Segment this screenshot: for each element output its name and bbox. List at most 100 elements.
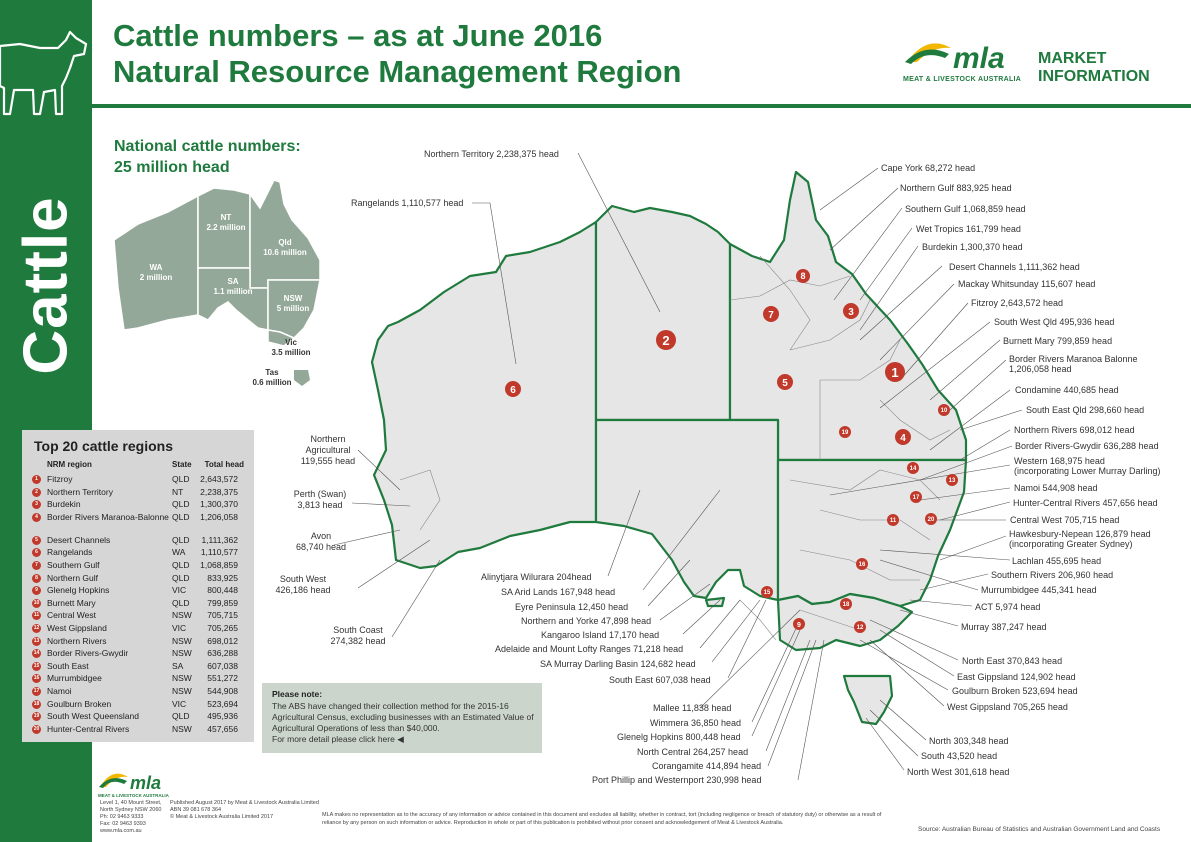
- top20-header-total: Total head: [204, 460, 244, 469]
- region-name: South East: [47, 660, 89, 671]
- marker-18[interactable]: [840, 598, 852, 610]
- label-tas-north-west: North West 301,618 head: [907, 767, 1009, 777]
- region-name: Namoi: [47, 686, 72, 696]
- label-adelaide-mount-lofty: Adelaide and Mount Lofty Ranges 71,218 h…: [495, 644, 683, 654]
- label-tas-north: North 303,348 head: [929, 736, 1009, 746]
- label-west-gippsland: West Gippsland 705,265 head: [947, 702, 1068, 712]
- inset-label-nsw: NSW 5 million: [276, 294, 310, 313]
- region-name: Northern Rivers: [47, 635, 107, 646]
- marker-19[interactable]: [839, 426, 851, 438]
- inset-label-vic: Vic 3.5 million: [271, 338, 311, 357]
- region-state: NSW: [172, 648, 192, 659]
- region-total: 705,715: [207, 610, 238, 621]
- label-sa-murray-darling: SA Murray Darling Basin 124,682 head: [540, 659, 696, 669]
- rank-badge: 2: [32, 487, 41, 497]
- note-link[interactable]: For more detail please click here ◀: [272, 734, 404, 744]
- rank-badge: 9: [32, 586, 41, 596]
- marker-9[interactable]: [793, 618, 805, 630]
- marker-1[interactable]: [885, 362, 905, 382]
- label-wimmera: Wimmera 36,850 head: [650, 718, 741, 728]
- table-row: 19 South West Queensland QLD 495,936: [32, 711, 248, 723]
- marker-20[interactable]: [925, 513, 937, 525]
- marker-17[interactable]: [910, 491, 922, 503]
- marker-4[interactable]: [895, 429, 911, 445]
- table-row: 13 Northern Rivers NSW 698,012: [32, 636, 248, 648]
- label-south-west-value: 426,186 head: [275, 585, 330, 595]
- label-hunter-central-rivers: Hunter-Central Rivers 457,656 head: [1013, 498, 1158, 508]
- rank-badge: 20: [32, 724, 41, 734]
- marker-3-label: 3: [848, 307, 854, 318]
- top20-header-region: NRM region: [47, 460, 92, 469]
- marker-15-label: 15: [764, 590, 771, 596]
- footer-logo-mark: mla: [99, 773, 161, 793]
- table-row: 9 Glenelg Hopkins VIC 800,448: [32, 585, 248, 597]
- region-total: 1,110,577: [200, 547, 238, 558]
- table-row: 4 Border Rivers Maranoa-Balonne QLD 1,206,0…: [32, 512, 248, 524]
- region-name: Rangelands: [47, 547, 93, 558]
- label-western: Western 168,975 head: [1014, 456, 1105, 466]
- region-name: Desert Channels: [47, 534, 111, 545]
- region-state: VIC: [172, 585, 187, 596]
- marker-13[interactable]: [946, 474, 958, 486]
- marker-14[interactable]: [907, 462, 919, 474]
- market-line-1: MARKET: [1038, 50, 1107, 67]
- region-name: Burdekin: [47, 499, 81, 510]
- label-northern-agricultural: Northern: [310, 434, 345, 444]
- label-north-east: North East 370,843 head: [962, 656, 1062, 666]
- marker-12[interactable]: [854, 621, 866, 633]
- marker-6[interactable]: [505, 381, 521, 397]
- region-total: 607,038: [207, 660, 238, 671]
- marker-20-label: 20: [928, 517, 935, 523]
- region-state: NSW: [172, 635, 192, 646]
- region-state: QLD: [172, 511, 190, 522]
- label-murrumbidgee: Murrumbidgee 445,341 head: [981, 585, 1097, 595]
- label-mallee: Mallee 11,838 head: [653, 703, 731, 713]
- marker-7[interactable]: [763, 306, 779, 322]
- table-row: 6 Rangelands WA 1,110,577: [32, 547, 248, 559]
- region-name: Murrumbidgee: [47, 673, 102, 684]
- region-name: West Gippsland: [47, 623, 107, 633]
- table-row: 16 Murrumbidgee NSW 551,272: [32, 673, 248, 685]
- marker-16[interactable]: [856, 558, 868, 570]
- label-sa-south-east: South East 607,038 head: [609, 675, 711, 685]
- label-south-coast-value: 274,382 head: [330, 636, 385, 646]
- region-total: 705,265: [207, 623, 238, 633]
- marker-8[interactable]: [796, 269, 810, 283]
- mla-logo-mark: mla: [905, 42, 1005, 75]
- marker-1-label: 1: [891, 365, 898, 380]
- table-row: 15 South East SA 607,038: [32, 661, 248, 673]
- marker-2[interactable]: [656, 330, 676, 350]
- label-northern-agricultural-value: 119,555 head: [301, 456, 355, 466]
- marker-11[interactable]: [887, 514, 899, 526]
- region-state: WA: [172, 547, 186, 558]
- title-line-1: Cattle numbers – as at June 2016: [113, 18, 603, 53]
- region-state: QLD: [172, 597, 190, 608]
- marker-15[interactable]: [761, 586, 773, 598]
- region-name: Southern Gulf: [47, 560, 100, 570]
- marker-3[interactable]: [843, 303, 859, 319]
- label-western-note: (incorporating Lower Murray Darling): [1014, 466, 1161, 476]
- marker-10-label: 10: [941, 408, 948, 414]
- region-name: Northern Gulf: [47, 572, 99, 583]
- table-row: 1 Fitzroy QLD 2,643,572: [32, 474, 248, 486]
- table-row: 7 Southern Gulf QLD 1,068,859: [32, 560, 248, 572]
- marker-17-label: 17: [913, 495, 920, 501]
- please-note-box: Please note: The ABS have changed their …: [262, 683, 542, 753]
- label-avon-value: 68,740 head: [296, 542, 346, 552]
- label-southern-rivers: Southern Rivers 206,960 head: [991, 570, 1113, 580]
- label-sa-arid-lands: SA Arid Lands 167,948 head: [501, 587, 615, 597]
- label-burdekin: Burdekin 1,300,370 head: [922, 242, 1023, 252]
- label-south-east-qld: South East Qld 298,660 head: [1026, 405, 1144, 415]
- mla-logo[interactable]: mla MEAT & LIVESTOCK AUSTRALIA MARKET IN…: [903, 32, 1173, 92]
- rank-badge: 12: [32, 624, 41, 633]
- rank-badge: 16: [32, 674, 41, 684]
- page-title: Cattle numbers – as at June 2016 Natural…: [113, 18, 681, 90]
- state-wa: [370, 220, 598, 570]
- national-cattle-numbers: National cattle numbers: 25 million head: [114, 136, 301, 178]
- table-row: 3 Burdekin QLD 1,300,370: [32, 499, 248, 511]
- marker-10[interactable]: [938, 404, 950, 416]
- marker-5[interactable]: [777, 374, 793, 390]
- state-tas: [842, 674, 894, 726]
- rank-badge: 7: [32, 561, 41, 570]
- rank-badge: 11: [32, 611, 41, 621]
